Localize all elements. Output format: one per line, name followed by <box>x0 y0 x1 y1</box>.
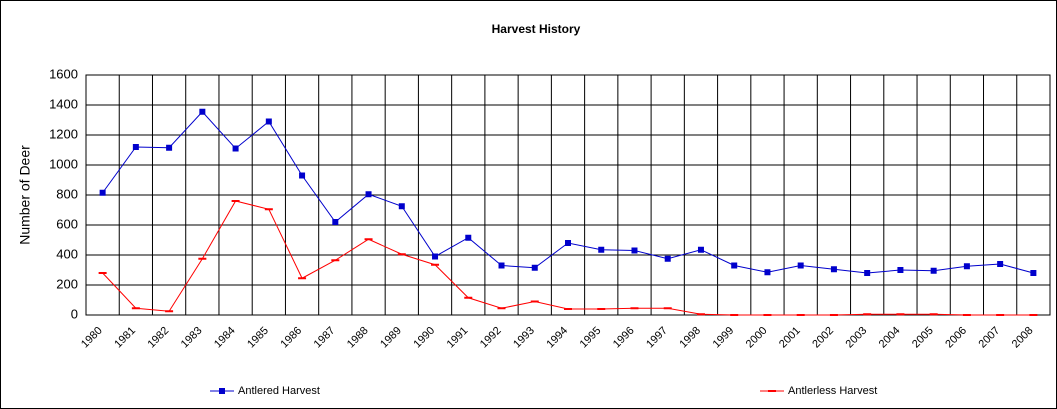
data-point <box>863 313 872 316</box>
y-tick-label: 1400 <box>49 96 78 111</box>
data-point <box>264 208 273 211</box>
data-point <box>166 144 173 151</box>
data-point <box>265 118 272 125</box>
data-point <box>299 172 306 179</box>
data-point <box>365 191 372 198</box>
data-point <box>99 189 106 196</box>
data-point <box>830 266 837 273</box>
data-point <box>598 246 605 253</box>
y-tick-label: 600 <box>56 216 78 231</box>
data-point <box>962 314 971 316</box>
data-point <box>431 263 440 266</box>
legend-marker <box>768 390 776 392</box>
y-tick-label: 1000 <box>49 156 78 171</box>
data-point <box>696 313 705 316</box>
y-tick-label: 0 <box>71 306 78 321</box>
data-point <box>631 247 638 254</box>
y-axis-label: Number of Deer <box>17 145 33 245</box>
data-point <box>730 314 739 316</box>
data-point <box>663 307 672 310</box>
data-point <box>929 313 938 316</box>
data-point <box>198 257 207 260</box>
data-point <box>199 108 206 115</box>
legend-label: Antlered Harvest <box>238 385 320 397</box>
data-point <box>963 263 970 270</box>
data-point <box>996 314 1005 316</box>
data-point <box>332 219 339 225</box>
data-point <box>298 277 307 280</box>
data-point <box>397 253 406 256</box>
data-point <box>464 296 473 299</box>
data-point <box>232 145 239 152</box>
legend-label: Antlerless Harvest <box>788 385 877 397</box>
data-point <box>930 267 937 274</box>
data-point <box>664 255 671 262</box>
data-point <box>564 308 572 310</box>
data-point <box>764 269 771 276</box>
data-point <box>829 314 838 316</box>
data-point <box>763 314 772 316</box>
data-point <box>497 307 506 310</box>
data-point <box>331 259 340 262</box>
data-point <box>997 261 1004 267</box>
data-point <box>498 262 505 269</box>
y-tick-label: 800 <box>56 186 78 201</box>
data-point <box>132 144 139 150</box>
data-point <box>797 262 804 269</box>
data-point <box>565 240 571 246</box>
data-point <box>864 270 871 276</box>
data-point <box>597 308 606 310</box>
y-tick-label: 1200 <box>49 126 78 141</box>
data-point <box>630 307 639 310</box>
data-point <box>530 300 539 303</box>
data-point <box>896 313 905 316</box>
data-point <box>1029 314 1038 316</box>
data-point <box>432 253 439 260</box>
chart-title: Harvest History <box>492 22 581 36</box>
data-point <box>1030 270 1037 276</box>
data-point <box>231 200 240 202</box>
data-point <box>897 267 904 273</box>
y-tick-label: 1600 <box>49 66 78 81</box>
data-point <box>98 272 107 274</box>
data-point <box>364 238 373 241</box>
data-point <box>531 264 538 271</box>
data-point <box>731 262 738 269</box>
data-point <box>796 314 805 316</box>
plot-border <box>85 74 1051 316</box>
data-point <box>165 310 174 313</box>
y-tick-label: 200 <box>56 276 78 291</box>
data-point <box>697 246 704 253</box>
legend-marker <box>219 388 225 394</box>
y-tick-label: 400 <box>56 246 78 261</box>
data-point <box>465 234 472 241</box>
data-point <box>398 203 405 210</box>
data-point <box>131 307 140 310</box>
